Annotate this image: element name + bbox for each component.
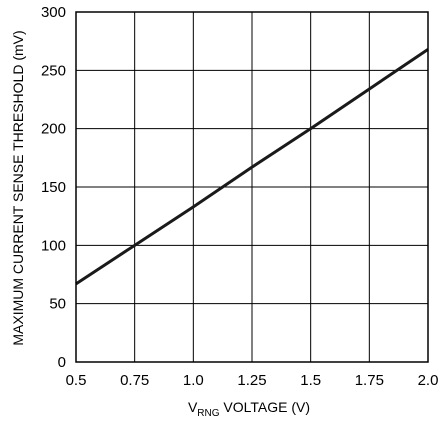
x-tick-label: 0.75 [120, 372, 149, 389]
x-tick-label: 0.5 [66, 372, 87, 389]
y-tick-label: 100 [41, 237, 66, 254]
x-axis-title-suffix: VOLTAGE (V) [220, 399, 311, 415]
x-tick-label: 1.5 [300, 372, 321, 389]
grid [76, 12, 428, 362]
y-tick-label: 150 [41, 179, 66, 196]
x-axis-title-subscript: RNG [197, 408, 219, 419]
plot-border [75, 11, 429, 363]
x-tick-label: 1.0 [183, 372, 204, 389]
series-layer [75, 48, 429, 286]
plot-frame [75, 11, 429, 363]
y-axis-title: MAXIMUM CURRENT SENSE THRESHOLD (mV) [10, 30, 26, 345]
y-tick-label: 300 [41, 4, 66, 21]
y-axis: 0 50 100 150 200 250 300 [41, 4, 66, 371]
y-tick-label: 0 [58, 354, 66, 371]
y-tick-label: 200 [41, 121, 66, 138]
x-axis: 0.5 0.75 1.0 1.25 1.5 1.75 2.0 [66, 372, 439, 389]
x-axis-title-prefix: V [188, 399, 198, 415]
x-tick-label: 1.75 [355, 372, 384, 389]
series-line [75, 48, 429, 286]
y-tick-label: 250 [41, 62, 66, 79]
x-tick-label: 2.0 [418, 372, 439, 389]
x-axis-title: VRNG VOLTAGE (V) [188, 399, 310, 419]
x-tick-label: 1.25 [237, 372, 266, 389]
y-tick-label: 50 [49, 296, 66, 313]
